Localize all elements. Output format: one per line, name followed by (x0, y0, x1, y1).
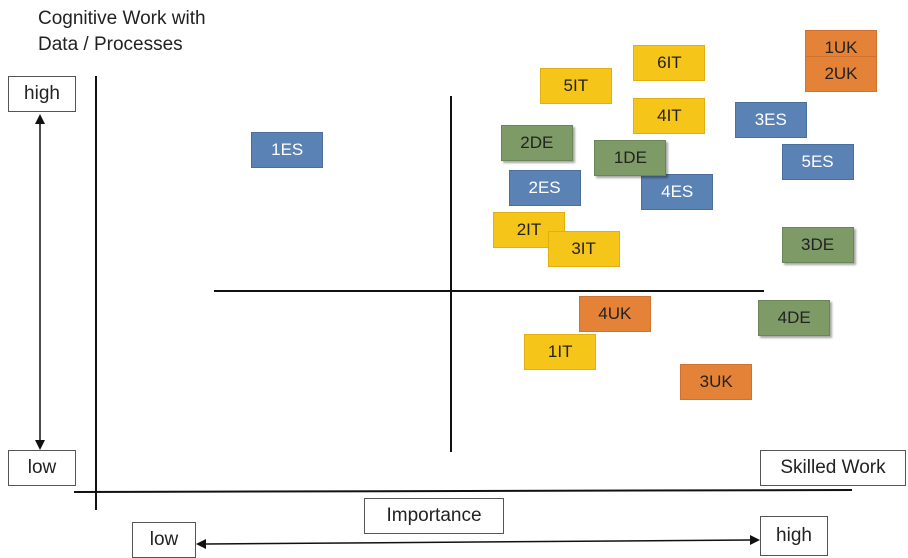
y-range-arrow-up (35, 114, 45, 124)
y-axis-low-label: low (8, 450, 76, 486)
x-axis-high-label: high (760, 516, 828, 556)
x-axis-line (73, 489, 853, 493)
x-range-arrow-right (750, 535, 760, 545)
point-4es: 4ES (641, 174, 714, 211)
point-1it: 1IT (524, 333, 597, 370)
point-1de: 1DE (594, 140, 667, 176)
y-axis-title-line-2: Data / Processes (38, 34, 183, 55)
x-range-arrow-line (205, 539, 751, 545)
point-6it: 6IT (633, 45, 706, 81)
point-3es: 3ES (734, 102, 807, 138)
point-2de: 2DE (500, 124, 573, 161)
point-3de: 3DE (781, 227, 854, 264)
point-2uk: 2UK (805, 56, 877, 93)
point-1es: 1ES (251, 132, 324, 169)
skilled-work-label: Skilled Work (760, 450, 906, 486)
y-axis-title: Cognitive Work with Data / Processes (38, 6, 206, 58)
point-4it: 4IT (633, 98, 706, 135)
point-5it: 5IT (539, 67, 612, 104)
x-axis-low-label: low (132, 522, 196, 558)
x-axis-title: Importance (364, 498, 504, 534)
point-3uk: 3UK (680, 364, 753, 401)
x-range-arrow-left (196, 539, 206, 549)
point-5es: 5ES (781, 143, 854, 180)
point-3it: 3IT (547, 231, 620, 268)
point-4uk: 4UK (578, 295, 651, 332)
point-4de: 4DE (758, 299, 831, 336)
y-axis-title-line-1: Cognitive Work with (38, 8, 206, 29)
y-axis-high-label: high (8, 76, 76, 112)
point-2es: 2ES (508, 170, 581, 207)
y-range-arrow-down (35, 440, 45, 450)
